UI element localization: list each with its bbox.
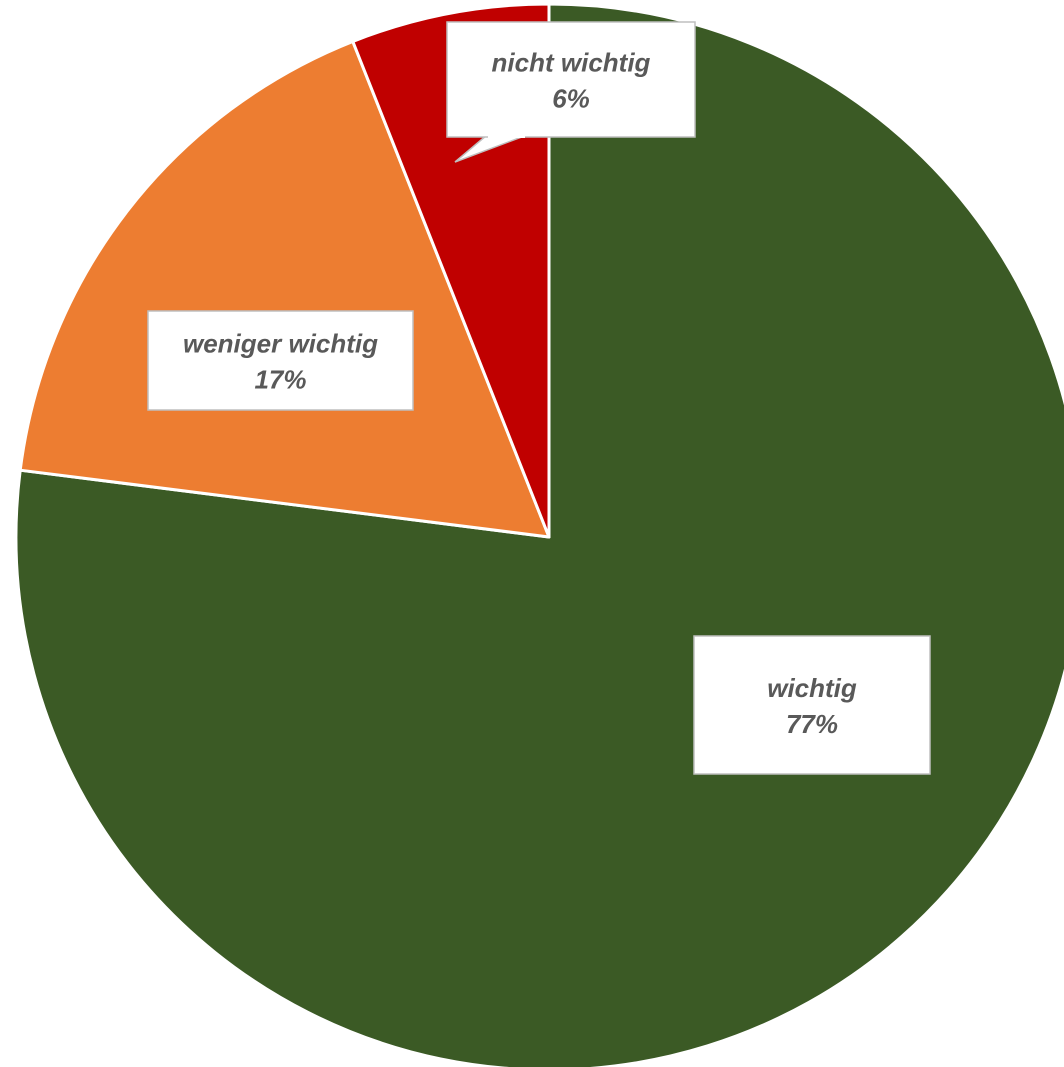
data-label-weniger-wichtig: weniger wichtig 17% [147,310,414,411]
data-label-wichtig: wichtig 77% [693,635,931,775]
data-label-category: weniger wichtig [183,329,378,359]
pie-slices [14,2,1064,1067]
callout-seam [488,134,525,138]
data-label-category: nicht wichtig [492,48,651,78]
data-label-category: wichtig [767,673,857,703]
data-label-percent: 6% [552,84,590,114]
data-label-nicht-wichtig: nicht wichtig 6% [446,21,696,163]
data-label-percent: 77% [786,709,838,739]
pie-data-labels: wichtig 77% weniger wichtig 17% nicht wichti… [147,21,931,775]
data-label-percent: 17% [254,365,306,395]
pie-slice-wichtig [14,2,1064,1067]
data-label-box [147,310,414,411]
data-label-box [446,21,696,138]
pie-slice-weniger-wichtig [18,39,551,539]
data-label-box [693,635,931,775]
